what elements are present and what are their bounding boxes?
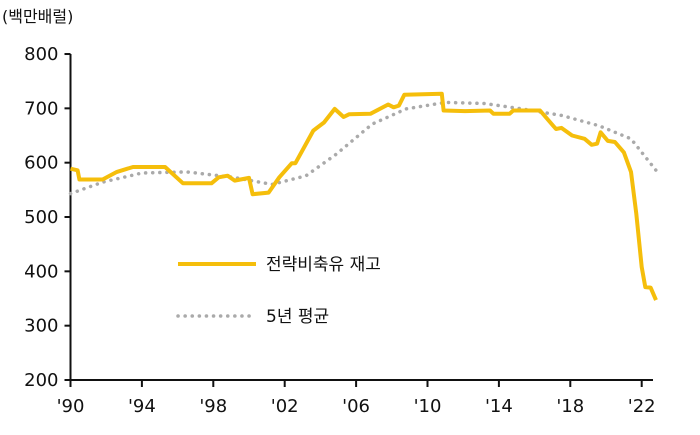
y-tick-label: 600 [24,153,58,174]
y-tick-label: 800 [24,44,58,65]
y-tick-label: 700 [24,98,58,119]
x-axis: '90 '94 '98 '02 '06 '10 '14 '18 '22 [57,379,656,417]
y-axis: 200 300 400 500 600 700 800 [24,44,72,391]
x-tick-label: '02 [271,396,299,417]
x-tick-label: '90 [57,396,85,417]
x-tick-label: '06 [342,396,370,417]
five-year-average-line [68,100,658,196]
y-tick-label: 300 [24,316,58,337]
y-axis-unit-label: (백만배럴) [2,7,73,26]
y-tick-label: 400 [24,261,58,282]
x-tick-label: '18 [556,396,584,417]
legend-label-spr: 전략비축유 재고 [266,255,381,275]
legend: 전략비축유 재고 5년 평균 [176,255,381,327]
y-tick-label: 200 [24,370,58,391]
plot-lines [68,91,658,301]
x-tick-label: '10 [414,396,442,417]
legend-label-5yr-avg: 5년 평균 [266,307,329,327]
spr-inventory-line [70,91,658,301]
x-tick-label: '94 [128,396,156,417]
x-tick-label: '98 [199,396,227,417]
x-tick-label: '14 [485,396,513,417]
x-tick-label: '22 [628,396,656,417]
y-tick-label: 500 [24,207,58,228]
